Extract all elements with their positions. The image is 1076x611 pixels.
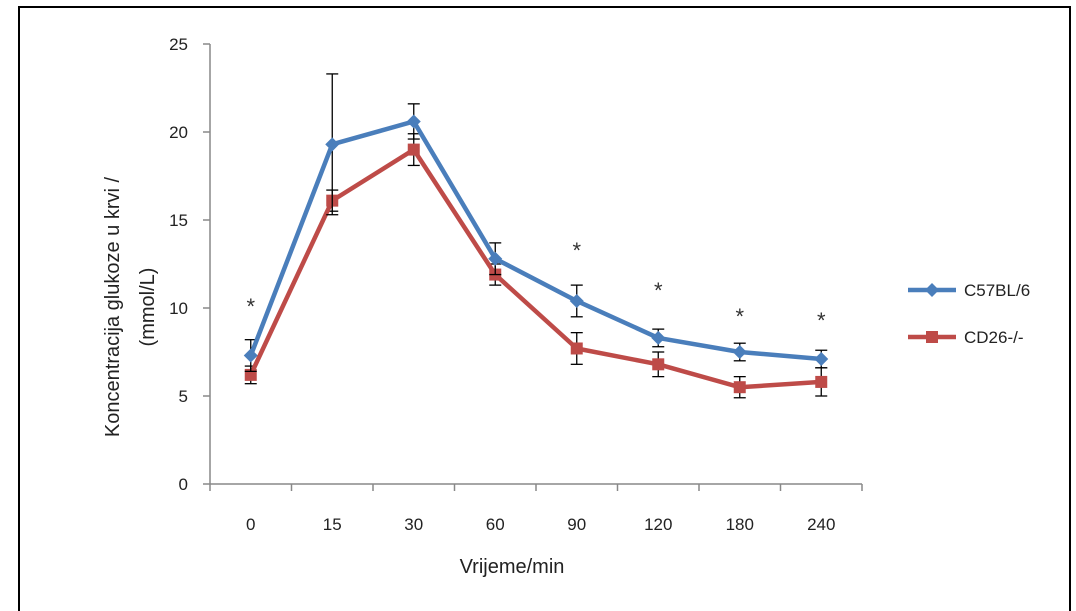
data-point-diamond [325,137,340,152]
y-tick-label: 20 [169,123,188,142]
data-point-square [652,358,665,371]
legend-item: CD26-/- [908,328,1024,347]
x-tick-label: 240 [807,515,835,534]
data-point-diamond [651,330,666,345]
chart-labels: Koncentracija glukoze u krvi / (mmol/L) … [102,177,564,579]
data-point-diamond [569,293,584,308]
y-axis-label-line2: (mmol/L) [137,268,159,347]
y-tick-label: 5 [179,387,188,406]
axes: 0 5 10 15 20 25 0 15 30 60 90 120 180 240 [169,35,863,534]
legend-marker-diamond [925,283,939,297]
x-tick-label: 30 [404,515,423,534]
y-axis-label-line1: Koncentracija glukoze u krvi / [102,177,124,438]
y-tick-label: 25 [169,35,188,54]
data-point-diamond [814,352,829,367]
x-tick-label: 90 [567,515,586,534]
legend-marker-square [926,331,938,343]
significance-marker: * [735,304,744,329]
series-line [248,147,822,390]
data-point-square [815,375,828,388]
legend: C57BL/6 CD26-/- [908,281,1030,347]
x-tick-label: 0 [246,515,255,534]
legend-label: CD26-/- [964,328,1024,347]
data-point-square [407,143,420,156]
chart-marks: * * * * * [243,73,829,399]
x-tick-label: 15 [323,515,342,534]
x-tick-label: 60 [486,515,505,534]
significance-marker: * [572,238,581,263]
significance-marker: * [817,308,826,333]
y-tick-label: 0 [179,475,188,494]
data-point-diamond [406,114,421,129]
significance-marker: * [654,278,663,303]
y-tick-label: 10 [169,299,188,318]
data-point-square [570,342,583,355]
series-c57bl6 [243,73,829,373]
x-tick-label: 120 [644,515,672,534]
significance-marker: * [246,294,255,319]
chart-frame [18,6,1071,611]
series-line [248,119,822,362]
legend-label: C57BL/6 [964,281,1030,300]
data-point-diamond [732,345,747,359]
legend-item: C57BL/6 [908,281,1030,300]
x-axis-label: Vrijeme/min [460,556,565,578]
data-point-diamond [243,348,258,363]
data-point-square [733,381,746,394]
y-tick-label: 15 [169,211,188,230]
x-tick-label: 180 [726,515,754,534]
data-point-diamond [488,251,503,266]
